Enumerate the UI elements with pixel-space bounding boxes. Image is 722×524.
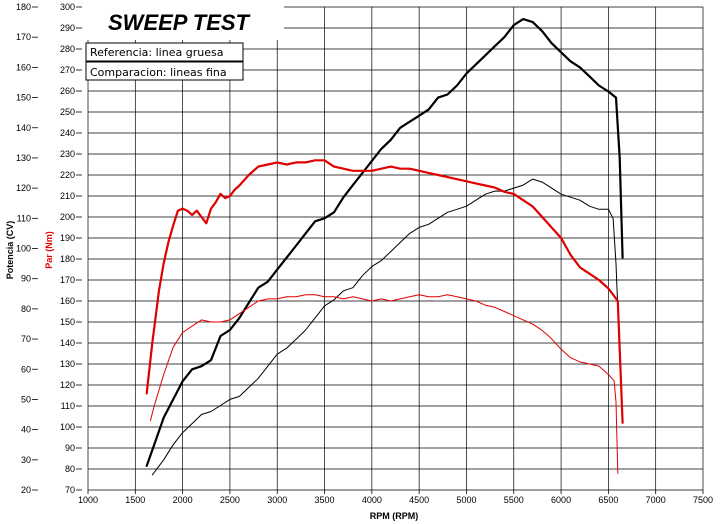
torque-tick-label-80: 80 xyxy=(65,464,75,474)
title-background xyxy=(84,4,284,40)
x-tick-label-4000: 4000 xyxy=(362,495,382,505)
power-tick-label-120: 120 xyxy=(16,183,31,193)
x-axis-title: RPM (RPM) xyxy=(370,511,419,521)
x-tick-label-5000: 5000 xyxy=(456,495,476,505)
power-tick-label-180: 180 xyxy=(16,2,31,12)
x-tick-label-5500: 5500 xyxy=(504,495,524,505)
power-tick-label-100: 100 xyxy=(16,244,31,254)
torque-tick-label-230: 230 xyxy=(60,149,75,159)
x-tick-label-7500: 7500 xyxy=(693,495,713,505)
torque-tick-label-100: 100 xyxy=(60,422,75,432)
torque-tick-label-90: 90 xyxy=(65,443,75,453)
x-tick-label-1500: 1500 xyxy=(125,495,145,505)
series-line-0-power xyxy=(145,18,624,467)
x-tick-label-2000: 2000 xyxy=(173,495,193,505)
torque-tick-label-70: 70 xyxy=(65,485,75,495)
torque-tick-label-250: 250 xyxy=(60,107,75,117)
x-tick-label-1000: 1000 xyxy=(78,495,98,505)
legend-reference: Referencia: linea gruesa xyxy=(90,46,223,59)
torque-tick-label-180: 180 xyxy=(60,254,75,264)
grid xyxy=(87,6,704,491)
power-tick-label-30: 30 xyxy=(21,455,31,465)
torque-tick-label-160: 160 xyxy=(60,296,75,306)
power-axis-title: Potencia (CV) xyxy=(5,221,15,280)
torque-tick-label-120: 120 xyxy=(60,380,75,390)
power-tick-label-130: 130 xyxy=(16,153,31,163)
x-tick-label-6500: 6500 xyxy=(598,495,618,505)
torque-axis-title: Par (Nm) xyxy=(44,231,54,269)
x-tick-label-4500: 4500 xyxy=(409,495,429,505)
torque-tick-label-270: 270 xyxy=(60,65,75,75)
power-tick-label-140: 140 xyxy=(16,123,31,133)
power-tick-label-150: 150 xyxy=(16,93,31,103)
torque-tick-label-240: 240 xyxy=(60,128,75,138)
torque-tick-label-260: 260 xyxy=(60,86,75,96)
torque-tick-label-290: 290 xyxy=(60,23,75,33)
power-tick-label-70: 70 xyxy=(21,334,31,344)
torque-tick-label-130: 130 xyxy=(60,359,75,369)
x-axis: 1000 1500 2000 2500 3000 3500 4000 4500 5000 5500… xyxy=(78,490,713,505)
x-tick-label-3000: 3000 xyxy=(267,495,287,505)
series-line-3-torque xyxy=(149,294,619,474)
power-tick-label-90: 90 xyxy=(21,274,31,284)
torque-tick-label-170: 170 xyxy=(60,275,75,285)
power-tick-label-160: 160 xyxy=(16,62,31,72)
power-tick-label-110: 110 xyxy=(17,213,31,223)
power-tick-label-80: 80 xyxy=(21,304,31,314)
torque-tick-label-280: 280 xyxy=(60,44,75,54)
legend-comparison: Comparacion: lineas fina xyxy=(90,66,227,79)
torque-tick-label-210: 210 xyxy=(60,191,75,201)
power-tick-label-60: 60 xyxy=(21,364,31,374)
x-tick-label-7000: 7000 xyxy=(646,495,666,505)
series-line-2-torque xyxy=(145,159,624,424)
chart-title: SWEEP TEST xyxy=(108,10,251,35)
power-tick-label-50: 50 xyxy=(21,394,31,404)
torque-tick-label-190: 190 xyxy=(60,233,75,243)
power-tick-label-40: 40 xyxy=(21,425,31,435)
x-tick-label-2500: 2500 xyxy=(220,495,240,505)
power-tick-label-20: 20 xyxy=(21,485,31,495)
legend-box-comparison xyxy=(85,61,244,81)
curves xyxy=(145,18,624,476)
torque-tick-label-140: 140 xyxy=(60,338,75,348)
legend-box-reference xyxy=(85,42,244,62)
series-line-1-power xyxy=(151,178,619,476)
torque-tick-label-150: 150 xyxy=(60,317,75,327)
torque-axis: 70 80 90 100 110 120 130 140 150 160 170 180 190 200 2… xyxy=(60,2,82,495)
power-tick-label-170: 170 xyxy=(16,32,31,42)
power-axis: 20 30 40 50 60 70 80 90 100 110 120 130 140 150 160 170… xyxy=(16,2,38,495)
x-tick-label-6000: 6000 xyxy=(551,495,571,505)
torque-tick-label-300: 300 xyxy=(60,2,75,12)
torque-tick-label-110: 110 xyxy=(61,401,75,411)
x-tick-label-3500: 3500 xyxy=(315,495,335,505)
torque-tick-label-220: 220 xyxy=(60,170,75,180)
torque-tick-label-200: 200 xyxy=(60,212,75,222)
